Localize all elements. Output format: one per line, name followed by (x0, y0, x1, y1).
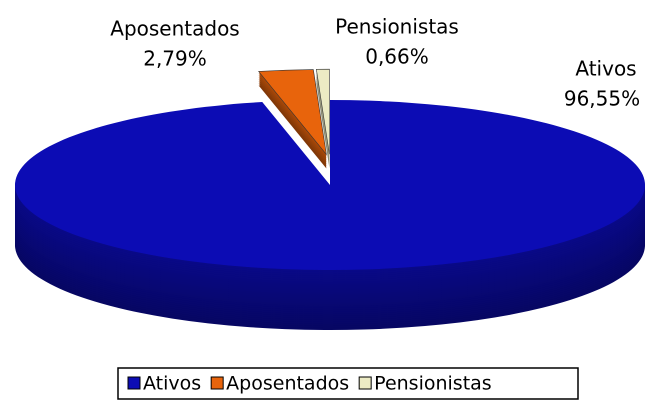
slice (258, 69, 327, 156)
legend-swatch (127, 376, 141, 390)
data-labels: Aposentados 2,79% Pensionistas 0,66% Ati… (110, 15, 640, 111)
legend: Ativos Aposentados Pensionistas (117, 367, 579, 400)
slice-label: Pensionistas (335, 15, 459, 39)
legend-swatch (358, 376, 372, 390)
legend-swatch (210, 376, 224, 390)
pie (14, 68, 646, 330)
slice (316, 68, 330, 155)
slice-label: Ativos (575, 57, 636, 81)
slice (14, 100, 645, 270)
legend-label: Ativos (143, 373, 201, 395)
legend-label: Pensionistas (374, 373, 492, 395)
slice-value-label: 2,79% (143, 47, 207, 71)
legend-label: Aposentados (226, 373, 349, 395)
slice-label: Aposentados (110, 17, 239, 41)
legend-box (117, 367, 579, 400)
slice-value-label: 0,66% (365, 45, 429, 69)
slice-value-label: 96,55% (564, 87, 640, 111)
